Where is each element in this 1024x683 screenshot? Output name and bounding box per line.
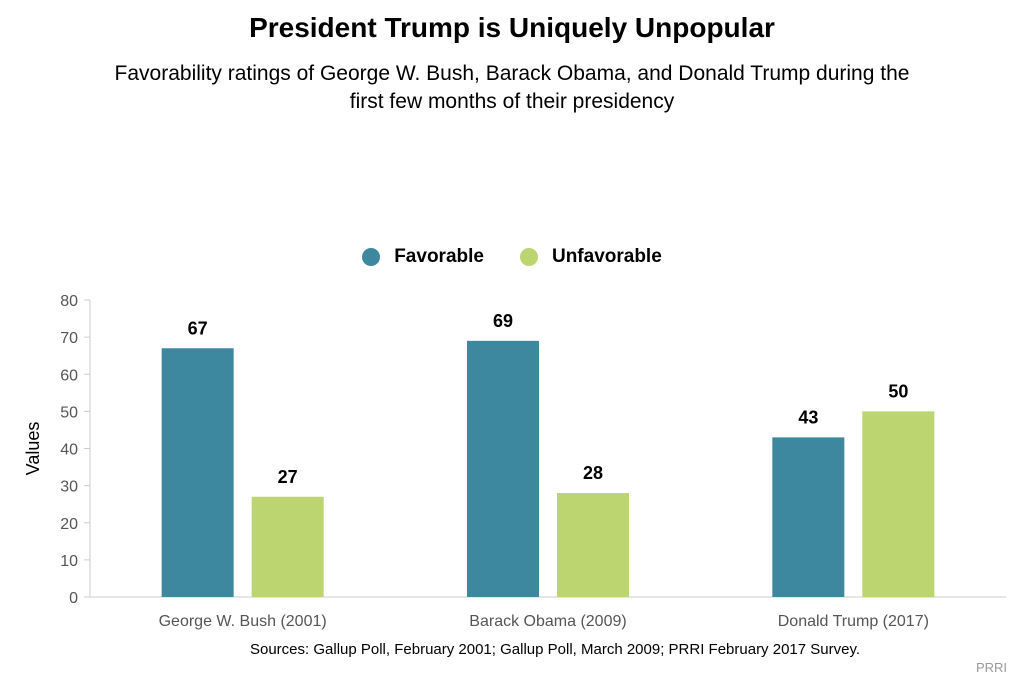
x-tick-label-obama: Barack Obama (2009) <box>469 613 626 630</box>
y-tick-label: 0 <box>69 590 78 607</box>
legend: Favorable Unfavorable <box>0 246 1024 268</box>
bar-favorable-trump <box>772 437 845 597</box>
data-label-unfavorable-obama: 28 <box>583 463 603 483</box>
chart-subtitle: Favorability ratings of George W. Bush, … <box>114 62 910 113</box>
data-label-favorable-obama: 69 <box>493 311 513 331</box>
data-label-favorable-bush: 67 <box>188 318 208 338</box>
y-tick-label: 50 <box>60 404 78 421</box>
y-tick-label: 40 <box>60 442 78 459</box>
credit-label: PRRI <box>975 660 1007 675</box>
legend-swatch-unfavorable <box>519 248 538 266</box>
y-tick-label: 10 <box>60 553 78 570</box>
source-note: Sources: Gallup Poll, February 2001; Gal… <box>249 641 861 658</box>
legend-swatch-favorable <box>362 248 381 266</box>
y-axis-label: Values <box>23 422 43 476</box>
x-tick-label-trump: Donald Trump (2017) <box>778 613 929 630</box>
legend-label-unfavorable: Unfavorable <box>551 246 662 267</box>
y-tick-label: 20 <box>60 516 78 533</box>
bar-unfavorable-obama <box>557 493 629 597</box>
y-tick-label: 60 <box>60 367 78 384</box>
bar-favorable-bush <box>161 348 234 597</box>
bar-unfavorable-trump <box>862 411 935 597</box>
y-tick-label: 80 <box>60 293 78 310</box>
data-label-favorable-trump: 43 <box>798 407 818 427</box>
x-tick-label-bush: George W. Bush (2001) <box>159 613 327 630</box>
data-label-unfavorable-bush: 27 <box>278 467 298 487</box>
legend-item-unfavorable[interactable]: Unfavorable <box>519 246 662 268</box>
legend-label-favorable: Favorable <box>394 246 484 267</box>
bar-favorable-obama <box>467 340 539 597</box>
y-tick-label: 70 <box>60 330 78 347</box>
bar-unfavorable-bush <box>251 496 324 597</box>
chart-title: President Trump is Uniquely Unpopular <box>249 12 775 43</box>
y-tick-label: 30 <box>60 479 78 496</box>
data-label-unfavorable-trump: 50 <box>888 381 908 401</box>
legend-item-favorable[interactable]: Favorable <box>362 246 484 268</box>
